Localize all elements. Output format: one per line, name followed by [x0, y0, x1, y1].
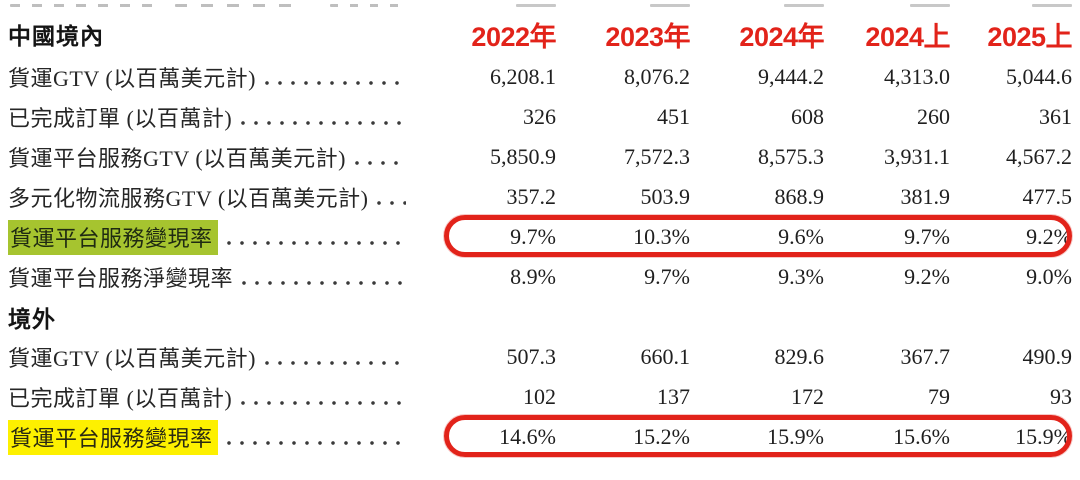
cell-value: 3,931.1	[884, 144, 950, 169]
cell-value: 9.7%	[644, 264, 690, 289]
table-header-row: 中國境內 2022年 2023年 2024年 2024上 2025上	[0, 11, 1073, 57]
clipped-text-fragment	[175, 4, 305, 7]
dot-leader	[354, 146, 406, 168]
cell-value: 9.3%	[778, 264, 824, 289]
cell-value: 15.6%	[893, 424, 950, 449]
cell-value: 9,444.2	[758, 64, 824, 89]
cell-value: 93	[1050, 384, 1072, 409]
dot-leader	[241, 106, 406, 128]
cell-value: 7,572.3	[624, 144, 690, 169]
cell-value: 326	[523, 104, 556, 129]
table-row-fulfilled-orders: 已完成訂單 (以百萬計) 326 451 608 260 361	[0, 97, 1072, 137]
clipped-text-fragment	[10, 4, 160, 7]
cell-value: 361	[1039, 104, 1072, 129]
cell-value: 15.9%	[767, 424, 824, 449]
clipped-number-fragment	[784, 4, 824, 7]
cell-value: 102	[523, 384, 556, 409]
table-row-monetization-rate-mainland: 貨運平台服務變現率 9.7% 10.3% 9.6% 9.7% 9.2%	[0, 215, 1072, 257]
cell-value: 8,575.3	[758, 144, 824, 169]
row-label: 貨運GTV (以百萬美元計)	[8, 66, 256, 91]
dot-leader	[226, 226, 406, 248]
clipped-number-fragment	[650, 4, 690, 7]
clipped-previous-row	[0, 2, 1080, 11]
cell-value: 79	[928, 384, 950, 409]
table-row-monetization-rate-overseas: 貨運平台服務變現率 14.6% 15.2% 15.9% 15.6% 15.9%	[0, 415, 1072, 457]
cell-value: 5,850.9	[490, 144, 556, 169]
operating-metrics-table: 中國境內 2022年 2023年 2024年 2024上 2025上 貨運GTV…	[0, 11, 1080, 457]
cell-value: 8.9%	[510, 264, 556, 289]
clipped-number-fragment	[910, 4, 950, 7]
table-row-freight-gtv-overseas: 貨運GTV (以百萬美元計) 507.3 660.1 829.6 367.7 4…	[0, 337, 1072, 377]
cell-value: 9.0%	[1026, 264, 1072, 289]
cell-value: 357.2	[506, 184, 557, 209]
cell-value: 172	[791, 384, 824, 409]
clipped-number-fragment	[1032, 4, 1072, 7]
clipped-number-fragment	[516, 4, 556, 7]
cell-value: 608	[791, 104, 824, 129]
cell-value: 6,208.1	[490, 64, 556, 89]
cell-value: 260	[917, 104, 950, 129]
cell-value: 367.7	[900, 344, 951, 369]
cell-value: 490.9	[1022, 344, 1073, 369]
dot-leader	[241, 386, 406, 408]
cell-value: 660.1	[640, 344, 691, 369]
cell-value: 829.6	[774, 344, 825, 369]
column-header-2022: 2022年	[471, 21, 556, 52]
cell-value: 5,044.6	[1006, 64, 1072, 89]
cell-value: 477.5	[1022, 184, 1073, 209]
row-label-highlighted-green: 貨運平台服務變現率	[8, 219, 218, 255]
dot-leader	[242, 266, 406, 288]
section-header-mainland-china: 中國境內	[0, 17, 420, 51]
row-label: 貨運平台服務GTV (以百萬美元計)	[8, 146, 346, 171]
cell-value: 503.9	[640, 184, 691, 209]
column-header-2024: 2024年	[739, 21, 824, 52]
cell-value: 4,313.0	[884, 64, 950, 89]
cell-value: 381.9	[900, 184, 951, 209]
table-row-freight-gtv: 貨運GTV (以百萬美元計) 6,208.1 8,076.2 9,444.2 4…	[0, 57, 1072, 97]
cell-value: 137	[657, 384, 690, 409]
cell-value: 15.9%	[1015, 424, 1072, 449]
table-row-fulfilled-orders-overseas: 已完成訂單 (以百萬計) 102 137 172 79 93	[0, 377, 1072, 417]
cell-value: 14.6%	[499, 424, 556, 449]
dot-leader	[377, 186, 406, 208]
section-title: 中國境內	[8, 23, 104, 49]
column-header-2024h1: 2024上	[865, 21, 950, 52]
table-row-diversified-logistics-gtv: 多元化物流服務GTV (以百萬美元計) 357.2 503.9 868.9 38…	[0, 177, 1072, 217]
column-header-2023: 2023年	[605, 21, 690, 52]
section-title: 境外	[8, 306, 56, 332]
cell-value: 9.2%	[904, 264, 950, 289]
cell-value: 868.9	[774, 184, 825, 209]
cell-value: 9.7%	[510, 224, 556, 249]
table-row-net-monetization-rate-mainland: 貨運平台服務淨變現率 8.9% 9.7% 9.3% 9.2% 9.0%	[0, 257, 1072, 297]
row-label-highlighted-yellow: 貨運平台服務變現率	[8, 419, 218, 455]
row-label: 貨運平台服務淨變現率	[8, 266, 234, 291]
cell-value: 507.3	[506, 344, 557, 369]
dot-leader	[264, 66, 406, 88]
cell-value: 15.2%	[633, 424, 690, 449]
row-label: 已完成訂單 (以百萬計)	[8, 386, 233, 411]
cell-value: 4,567.2	[1006, 144, 1072, 169]
row-label: 貨運GTV (以百萬美元計)	[8, 346, 256, 371]
cell-value: 451	[657, 104, 690, 129]
column-header-2025h1: 2025上	[987, 21, 1072, 52]
table-row-platform-services-gtv: 貨運平台服務GTV (以百萬美元計) 5,850.9 7,572.3 8,575…	[0, 137, 1072, 177]
dot-leader	[264, 346, 406, 368]
section-header-overseas: 境外	[0, 297, 1072, 337]
clipped-text-fragment	[330, 4, 410, 7]
cell-value: 8,076.2	[624, 64, 690, 89]
row-label: 多元化物流服務GTV (以百萬美元計)	[8, 186, 369, 211]
cell-value: 9.7%	[904, 224, 950, 249]
cell-value: 9.2%	[1026, 224, 1072, 249]
dot-leader	[226, 426, 406, 448]
cell-value: 10.3%	[633, 224, 690, 249]
cell-value: 9.6%	[778, 224, 824, 249]
row-label: 已完成訂單 (以百萬計)	[8, 106, 233, 131]
